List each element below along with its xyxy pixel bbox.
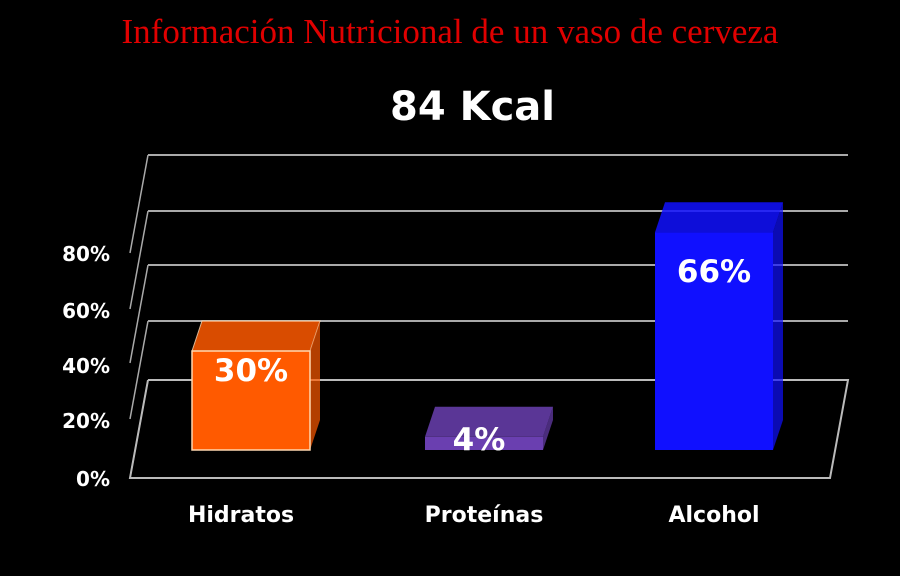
x-tick-label: Proteínas [425,503,544,528]
y-tick-label: 20% [62,409,110,433]
data-label: 30% [214,353,288,389]
y-tick-label: 60% [62,299,110,323]
bar-side [773,202,783,450]
chart-subtitle: 84 Kcal [390,84,555,130]
data-label: 66% [677,254,751,290]
x-tick-label: Hidratos [188,503,294,528]
y-tick-label: 40% [62,354,110,378]
y-tick-label: 80% [62,242,110,266]
bar-hidratos [191,350,311,451]
bar-side [310,321,320,450]
bar-side [543,406,553,450]
data-label: 4% [453,422,506,458]
x-tick-label: Alcohol [668,503,759,528]
bar-proteínas [425,436,543,450]
side-gridline [129,210,149,310]
chart-floor [128,379,850,479]
side-gridline [129,320,149,420]
bar-top [191,320,321,352]
bar-top [425,406,553,437]
side-gridline [129,264,149,364]
y-tick-label: 0% [76,467,110,491]
bar-top [655,202,783,233]
chart-title: Información Nutricional de un vaso de ce… [121,12,779,51]
bar-alcohol [655,232,773,450]
side-gridline [129,154,149,254]
